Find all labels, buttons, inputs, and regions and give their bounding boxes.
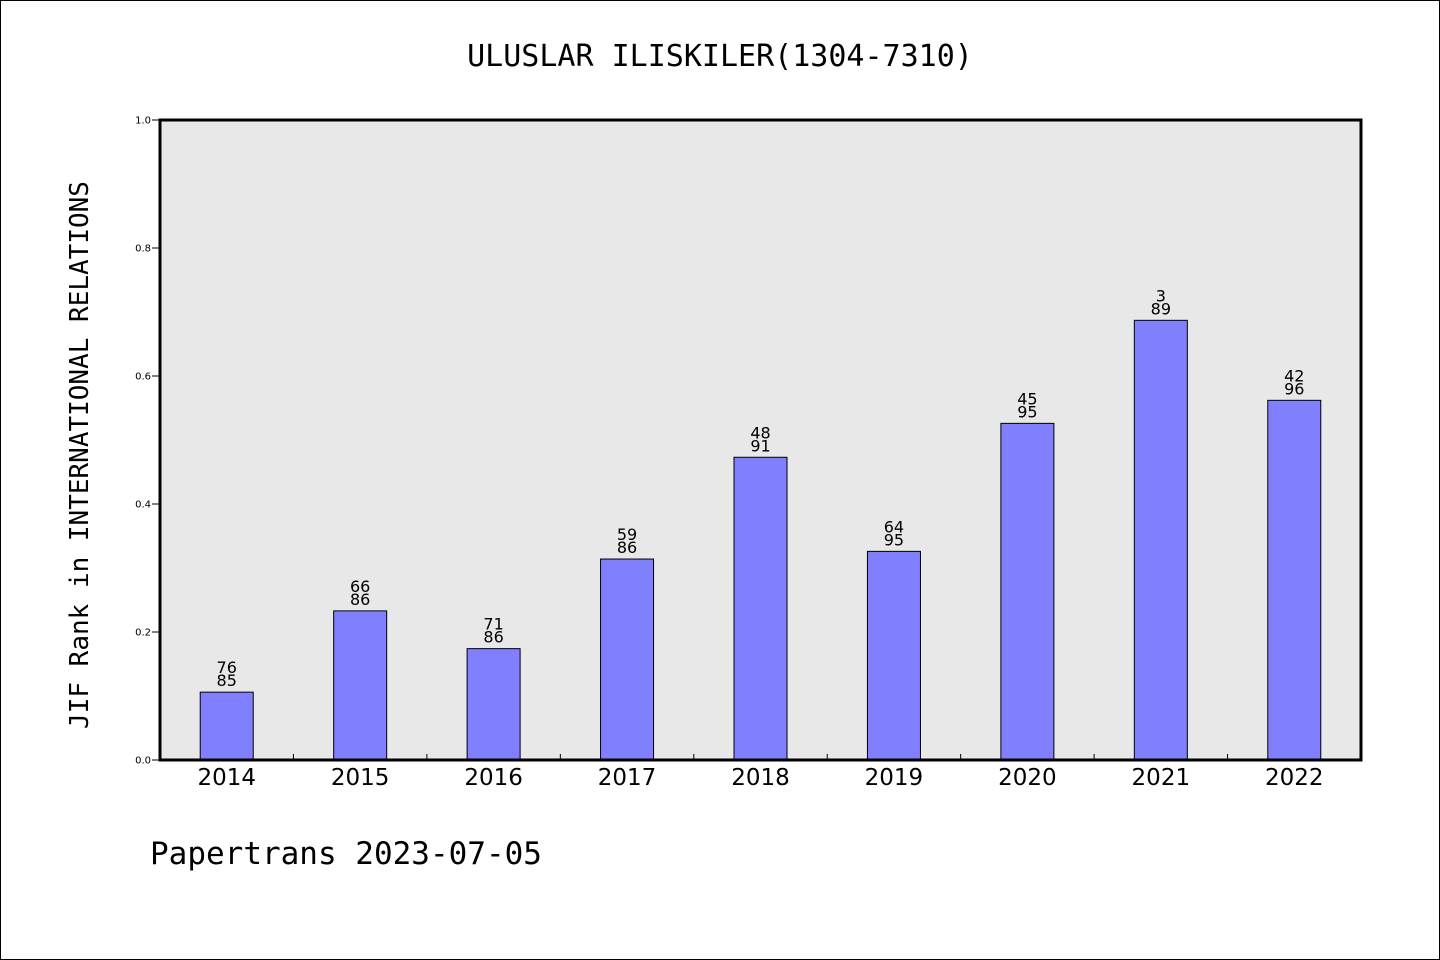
y-axis: 0.0 0.2 0.4 0.6 0.8 1.0 (135, 116, 160, 767)
y-tick-label: 0.6 (135, 372, 151, 383)
bar-2019 (866, 550, 921, 761)
bar-2022 (1267, 399, 1322, 761)
bars (199, 319, 1322, 761)
x-tick-label: 2019 (865, 765, 924, 791)
bar-2017 (600, 558, 655, 761)
x-tick-label: 2022 (1265, 765, 1324, 791)
x-tick-label: 2017 (598, 765, 657, 791)
chart-title: ULUSLAR ILISKILER(1304-7310) (467, 39, 973, 74)
bar-rank-label: 76 (217, 658, 237, 677)
x-tick-label: 2020 (998, 765, 1057, 791)
bar-2014 (199, 691, 254, 761)
bar-rank-label: 71 (483, 615, 503, 634)
bar-rank-label: 48 (750, 423, 770, 442)
bar-total-label: 89 (1151, 299, 1171, 318)
bar-total-label: 95 (884, 530, 904, 549)
bar-rank-label: 42 (1284, 366, 1304, 385)
x-tick-label: 2018 (731, 765, 790, 791)
x-tick-label: 2015 (331, 765, 390, 791)
x-axis: 2014 2015 2016 2017 2018 2019 2020 2021 2022 (197, 754, 1324, 791)
x-tick-label: 2014 (197, 765, 256, 791)
footer-text: Papertrans 2023-07-05 (150, 836, 542, 872)
bar-total-label: 95 (1017, 402, 1037, 421)
y-tick-label: 0.4 (135, 500, 151, 511)
y-tick-label: 1.0 (135, 116, 151, 127)
bar-total-label: 86 (350, 590, 370, 609)
bar-total-label: 96 (1284, 379, 1304, 398)
bar-rank-label: 64 (884, 517, 904, 536)
x-tick-label: 2021 (1132, 765, 1191, 791)
y-tick-label: 0.0 (135, 756, 151, 767)
bar-2018 (733, 456, 788, 761)
bar-2015 (333, 610, 388, 761)
y-axis-label: JIF Rank in INTERNATIONAL RELATIONS (65, 181, 95, 729)
bar-2021 (1133, 319, 1188, 761)
bar-total-label: 86 (617, 538, 637, 557)
y-tick-label: 0.8 (135, 244, 151, 255)
bar-rank-label: 45 (1017, 389, 1037, 408)
y-tick-label: 0.2 (135, 628, 151, 639)
bar-total-label: 86 (483, 628, 503, 647)
bar-2016 (466, 648, 521, 761)
x-tick-label: 2016 (464, 765, 523, 791)
bar-total-label: 91 (750, 436, 770, 455)
bar-2020 (1000, 422, 1055, 761)
bar-rank-label: 66 (350, 577, 370, 596)
bar-total-label: 85 (217, 671, 237, 690)
bar-rank-label: 59 (617, 525, 637, 544)
plot-border (158, 118, 1363, 762)
bar-rank-label: 3 (1156, 286, 1166, 305)
